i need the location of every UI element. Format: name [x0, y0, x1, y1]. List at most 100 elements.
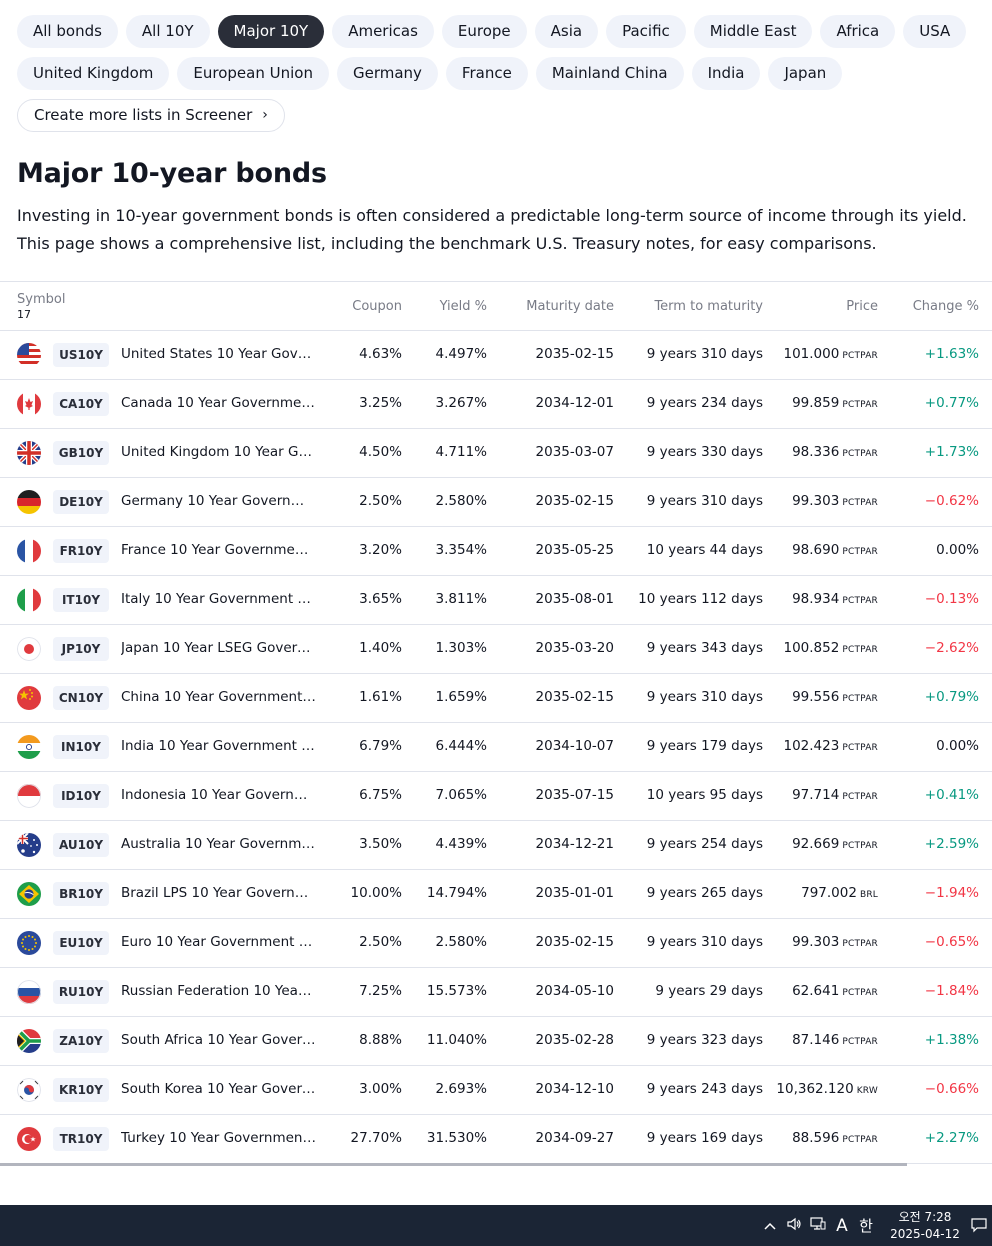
header-change[interactable]: Change % — [912, 299, 979, 314]
table-row[interactable]: JP10Y Japan 10 Year LSEG Government Bond 1… — [0, 625, 992, 674]
yield-value: 4.711% — [435, 444, 487, 460]
network-icon[interactable] — [806, 1216, 830, 1235]
ticker-badge[interactable]: AU10Y — [53, 833, 109, 857]
header-symbol[interactable]: Symbol 17 — [17, 292, 65, 322]
table-row[interactable]: DE10Y Germany 10 Year Government Bond 2.50… — [0, 478, 992, 527]
price-cell: 99.303 PCTPAR — [792, 493, 878, 509]
font-a-icon[interactable]: A — [836, 1215, 848, 1236]
screener-link-button[interactable]: Create more lists in Screener › — [17, 99, 285, 132]
filter-pill[interactable]: Middle East — [693, 15, 813, 48]
bond-name[interactable]: United Kingdom 10 Year Government Bond — [121, 444, 316, 460]
bond-name[interactable]: Euro 10 Year Government Bond — [121, 934, 316, 950]
price-unit: PCTPAR — [842, 498, 878, 508]
coupon-value: 27.70% — [350, 1130, 402, 1146]
maturity-date: 2035-03-20 — [535, 640, 614, 656]
table-row[interactable]: KR10Y South Korea 10 Year Government Bond… — [0, 1066, 992, 1115]
ticker-badge[interactable]: RU10Y — [53, 980, 109, 1004]
filter-pill[interactable]: France — [445, 57, 528, 90]
bond-name[interactable]: Australia 10 Year Government Bond — [121, 836, 316, 852]
price-unit: PCTPAR — [842, 841, 878, 851]
ticker-badge[interactable]: CA10Y — [53, 392, 109, 416]
change-value: +0.41% — [924, 787, 979, 803]
table-row[interactable]: RU10Y Russian Federation 10 Year Governme… — [0, 968, 992, 1017]
yield-value: 15.573% — [426, 983, 487, 999]
ticker-badge[interactable]: IN10Y — [53, 735, 109, 759]
table-row[interactable]: ID10Y Indonesia 10 Year Government Bond 6.… — [0, 772, 992, 821]
bond-name[interactable]: Germany 10 Year Government Bond — [121, 493, 316, 509]
speaker-icon[interactable] — [782, 1217, 806, 1235]
header-coupon[interactable]: Coupon — [352, 299, 402, 314]
ticker-badge[interactable]: ZA10Y — [53, 1029, 109, 1053]
bond-name[interactable]: China 10 Year Government Bond — [121, 689, 316, 705]
horizontal-scrollbar[interactable] — [0, 1163, 907, 1166]
table-row[interactable]: TR10Y Turkey 10 Year Government Bond 27.70… — [0, 1115, 992, 1164]
ticker-badge[interactable]: FR10Y — [53, 539, 109, 563]
price-cell: 88.596 PCTPAR — [792, 1130, 878, 1146]
filter-pill[interactable]: Americas — [332, 15, 434, 48]
filter-pill[interactable]: All 10Y — [125, 15, 210, 48]
bond-name[interactable]: South Korea 10 Year Government Bond — [121, 1081, 316, 1097]
price-cell: 99.303 PCTPAR — [792, 934, 878, 950]
bond-name[interactable]: Japan 10 Year LSEG Government Bond — [121, 640, 316, 656]
header-maturity[interactable]: Maturity date — [526, 299, 614, 314]
bond-name[interactable]: Russian Federation 10 Year Government Bo… — [121, 983, 316, 999]
filter-pill[interactable]: Germany — [336, 57, 438, 90]
bond-name[interactable]: Italy 10 Year Government Bond — [121, 591, 316, 607]
header-term[interactable]: Term to maturity — [654, 299, 763, 314]
table-row[interactable]: CN10Y China 10 Year Government Bond 1.61% 1… — [0, 674, 992, 723]
ticker-badge[interactable]: DE10Y — [53, 490, 109, 514]
table-row[interactable]: AU10Y Australia 10 Year Government Bond 3.… — [0, 821, 992, 870]
bond-name[interactable]: India 10 Year Government Bond — [121, 738, 316, 754]
filter-pill[interactable]: Major 10Y — [217, 15, 325, 48]
bond-name[interactable]: South Africa 10 Year Government Bond — [121, 1032, 316, 1048]
filter-pill[interactable]: Europe — [441, 15, 527, 48]
header-yield[interactable]: Yield % — [439, 299, 487, 314]
chevron-up-icon[interactable] — [758, 1218, 782, 1234]
header-price[interactable]: Price — [846, 299, 878, 314]
table-row[interactable]: FR10Y France 10 Year Government Bond 3.20%… — [0, 527, 992, 576]
filter-pill[interactable]: United Kingdom — [17, 57, 170, 90]
bond-name[interactable]: France 10 Year Government Bond — [121, 542, 316, 558]
filter-pill[interactable]: All bonds — [17, 15, 118, 48]
ticker-badge[interactable]: BR10Y — [53, 882, 109, 906]
filter-pill[interactable]: Asia — [534, 15, 599, 48]
filter-pill[interactable]: Pacific — [606, 15, 686, 48]
ticker-badge[interactable]: GB10Y — [53, 441, 109, 465]
term-to-maturity: 9 years 243 days — [646, 1081, 763, 1097]
table-row[interactable]: IN10Y India 10 Year Government Bond 6.79% 6… — [0, 723, 992, 772]
table-row[interactable]: GB10Y United Kingdom 10 Year Government B… — [0, 429, 992, 478]
table-row[interactable]: ZA10Y South Africa 10 Year Government Bon… — [0, 1017, 992, 1066]
maturity-date: 2034-09-27 — [535, 1130, 614, 1146]
filter-pill[interactable]: European Union — [177, 57, 329, 90]
bond-name[interactable]: Canada 10 Year Government Bond — [121, 395, 316, 411]
table-row[interactable]: EU10Y Euro 10 Year Government Bond 2.50% 2.… — [0, 919, 992, 968]
ticker-badge[interactable]: TR10Y — [53, 1127, 109, 1151]
maturity-date: 2034-12-10 — [535, 1081, 614, 1097]
yield-value: 31.530% — [426, 1130, 487, 1146]
bond-name[interactable]: United States 10 Year Government Bond — [121, 346, 316, 362]
bond-name[interactable]: Brazil LPS 10 Year Government Bond — [121, 885, 316, 901]
bond-name[interactable]: Turkey 10 Year Government Bond — [121, 1130, 316, 1146]
filter-pill[interactable]: USA — [903, 15, 967, 48]
notification-icon[interactable] — [966, 1205, 992, 1246]
ticker-badge[interactable]: CN10Y — [53, 686, 109, 710]
ticker-badge[interactable]: JP10Y — [53, 637, 109, 661]
ticker-badge[interactable]: ID10Y — [53, 784, 109, 808]
filter-pill[interactable]: Africa — [820, 15, 896, 48]
table-row[interactable]: BR10Y Brazil LPS 10 Year Government Bond 1… — [0, 870, 992, 919]
filter-pill[interactable]: Japan — [768, 57, 843, 90]
filter-pill[interactable]: India — [691, 57, 761, 90]
coupon-value: 1.40% — [359, 640, 402, 656]
ime-hangul-icon[interactable]: 한 — [859, 1217, 873, 1235]
filter-pill[interactable]: Mainland China — [535, 57, 684, 90]
ticker-badge[interactable]: IT10Y — [53, 588, 109, 612]
ticker-badge[interactable]: EU10Y — [53, 931, 109, 955]
table-row[interactable]: CA10Y Canada 10 Year Government Bond 3.25%… — [0, 380, 992, 429]
bond-name[interactable]: Indonesia 10 Year Government Bond — [121, 787, 316, 803]
system-clock[interactable]: 오전 7:28 2025-04-12 — [884, 1209, 966, 1243]
ticker-badge[interactable]: US10Y — [53, 343, 109, 367]
ticker-badge[interactable]: KR10Y — [53, 1078, 109, 1102]
table-row[interactable]: IT10Y Italy 10 Year Government Bond 3.65% 3… — [0, 576, 992, 625]
table-row[interactable]: US10Y United States 10 Year Government Bo… — [0, 331, 992, 380]
price-cell: 102.423 PCTPAR — [784, 738, 879, 754]
